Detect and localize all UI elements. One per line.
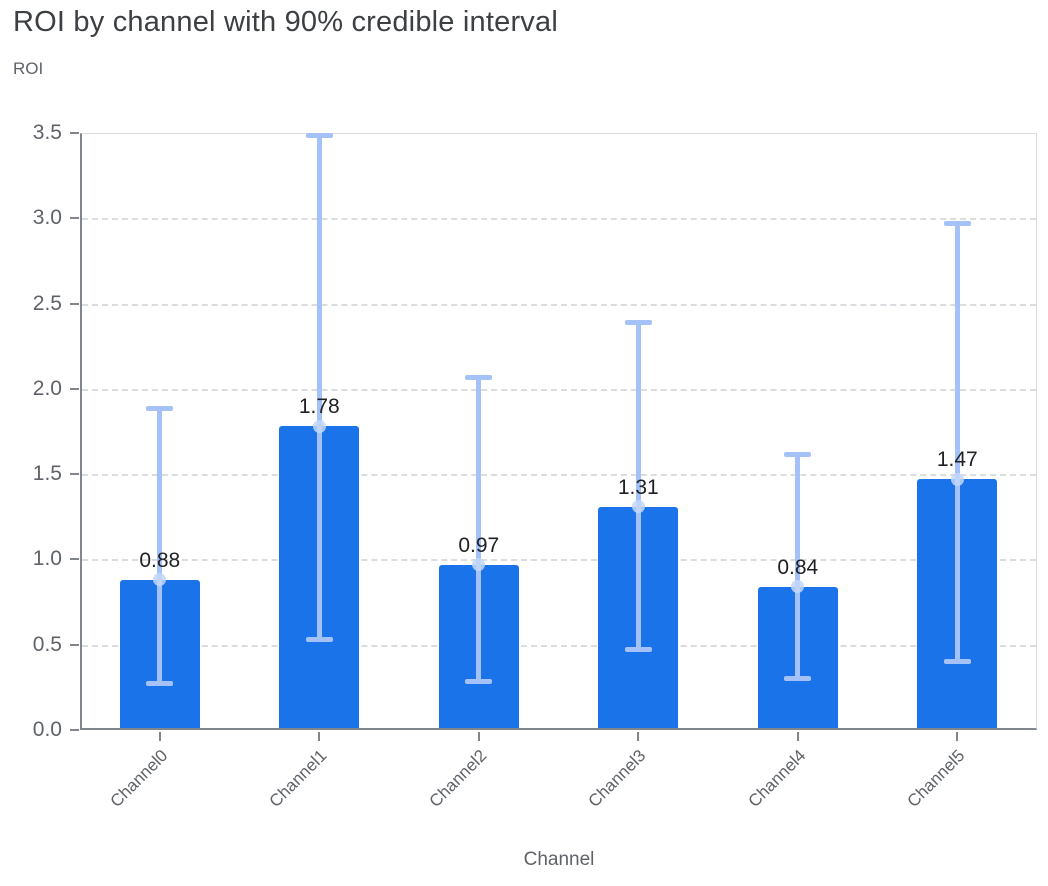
x-tick xyxy=(637,732,640,741)
error-bar-cap-lower xyxy=(146,680,174,686)
y-tick xyxy=(70,387,79,390)
y-tick xyxy=(70,643,79,646)
error-bar-cap-upper xyxy=(784,451,812,457)
mean-marker xyxy=(472,558,486,572)
mean-marker xyxy=(631,500,645,514)
error-bar xyxy=(316,134,322,640)
mean-marker xyxy=(312,419,326,433)
bar-value-label: 1.31 xyxy=(617,475,659,499)
error-bar xyxy=(476,376,482,683)
error-bar-cap-lower xyxy=(465,679,493,685)
gridline xyxy=(82,218,1036,221)
gridline xyxy=(82,474,1036,477)
gridline xyxy=(82,388,1036,391)
error-bar-cap-upper xyxy=(943,221,971,227)
x-tick xyxy=(796,732,799,741)
x-tick-label: Channel4 xyxy=(744,746,810,811)
y-tick-label: 0.0 xyxy=(32,718,62,741)
gridline xyxy=(82,303,1036,306)
x-tick xyxy=(956,732,959,741)
error-bar xyxy=(157,407,163,684)
bar-value-label: 0.88 xyxy=(139,548,181,572)
y-tick-label: 0.5 xyxy=(32,632,62,656)
chart-title: ROI by channel with 90% credible interva… xyxy=(13,6,558,38)
bar-value-label: 0.84 xyxy=(777,555,819,579)
x-tick-label: Channel1 xyxy=(265,746,331,811)
plot-area xyxy=(80,133,1037,730)
x-tick xyxy=(158,732,161,741)
x-tick-label: Channel5 xyxy=(903,746,969,811)
y-tick xyxy=(70,729,79,731)
bar-value-label: 1.78 xyxy=(298,395,340,419)
gridline xyxy=(82,559,1036,562)
error-bar-cap-lower xyxy=(784,675,812,681)
error-bar-cap-upper xyxy=(146,405,174,411)
x-tick-label: Channel0 xyxy=(106,746,172,811)
error-bar xyxy=(954,223,960,662)
x-tick xyxy=(318,732,321,741)
y-tick-label: 3.0 xyxy=(32,206,62,230)
x-tick xyxy=(477,732,480,741)
mean-marker xyxy=(153,573,167,587)
error-bar xyxy=(635,322,641,650)
y-tick xyxy=(70,132,79,134)
error-bar-cap-upper xyxy=(624,320,652,326)
y-tick xyxy=(70,302,79,305)
error-bar-cap-lower xyxy=(943,658,971,664)
y-tick-label: 1.0 xyxy=(32,547,62,571)
y-tick xyxy=(70,217,79,220)
error-bar-cap-upper xyxy=(465,374,493,380)
y-tick xyxy=(70,558,79,561)
gridline xyxy=(82,644,1036,647)
y-tick-label: 1.5 xyxy=(32,462,62,486)
y-tick-label: 3.5 xyxy=(32,121,62,144)
mean-marker xyxy=(791,580,805,594)
y-tick xyxy=(70,473,79,476)
y-tick-label: 2.0 xyxy=(32,376,62,400)
y-axis-title: ROI xyxy=(13,59,44,78)
error-bar xyxy=(795,453,801,679)
bar-value-label: 1.47 xyxy=(936,448,978,472)
error-bar-cap-lower xyxy=(624,646,652,652)
mean-marker xyxy=(950,472,964,486)
x-axis-title: Channel xyxy=(523,849,595,870)
error-bar-cap-upper xyxy=(305,132,333,138)
y-tick-label: 2.5 xyxy=(32,291,62,315)
error-bar-cap-lower xyxy=(305,636,333,642)
bar-value-label: 0.97 xyxy=(458,533,500,557)
